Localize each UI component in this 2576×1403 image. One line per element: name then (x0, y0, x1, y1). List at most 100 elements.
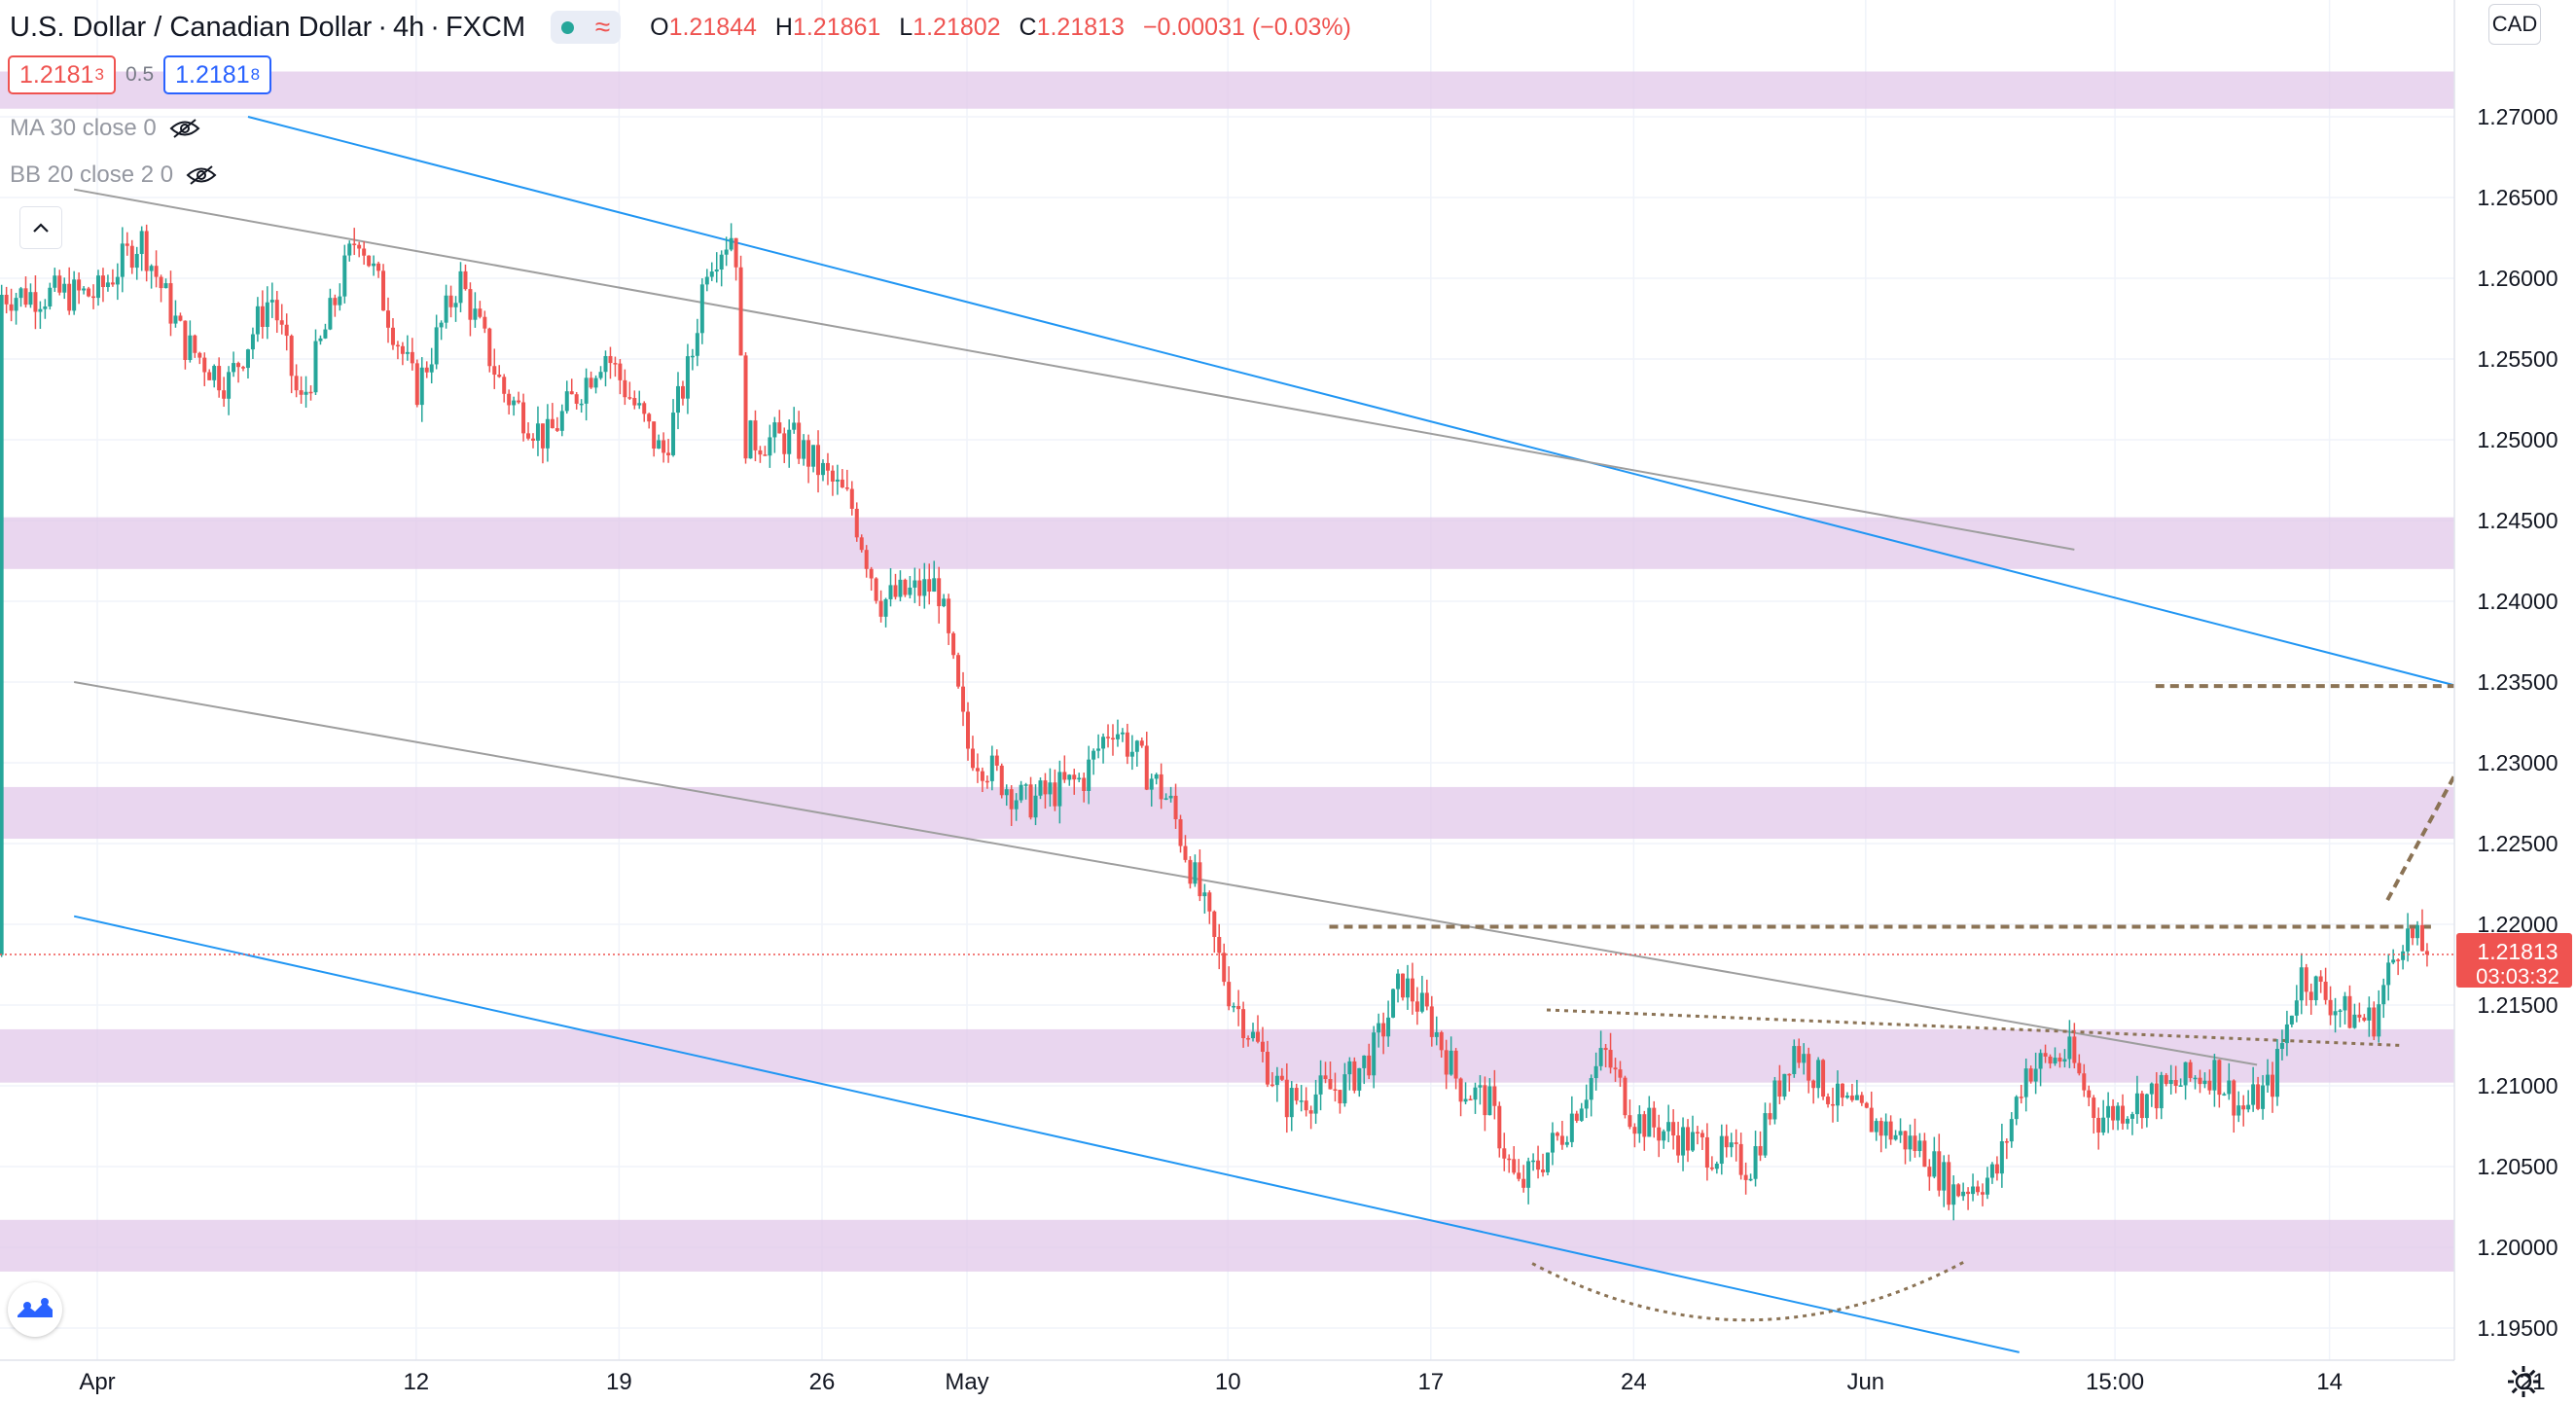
candle-down (1483, 1085, 1487, 1116)
eye-hidden-icon[interactable] (185, 164, 218, 186)
candle-up (0, 294, 4, 955)
candle-up (1193, 862, 1198, 884)
gear-icon[interactable] (2504, 1362, 2543, 1401)
candle-up (1091, 750, 1096, 760)
candle-up (714, 269, 719, 272)
candle-up (1874, 1121, 1878, 1133)
candle-up (1753, 1146, 1758, 1179)
candle-down (1424, 992, 1429, 1007)
candle-up (1999, 1140, 2004, 1174)
candle-up (1989, 1164, 1994, 1178)
chart-header: U.S. Dollar / Canadian Dollar · 4h · FXC… (10, 8, 1363, 47)
eye-hidden-icon[interactable] (168, 118, 201, 139)
price-axis-bg (2454, 0, 2576, 1403)
candle-up (1792, 1046, 1797, 1074)
candle-up (1545, 1152, 1550, 1172)
currency-button[interactable]: CAD (2488, 4, 2541, 45)
candle-down (777, 422, 782, 434)
candle-up (2106, 1105, 2111, 1118)
candle-down (1821, 1060, 1826, 1097)
candle-up (2053, 1058, 2057, 1064)
candle-down (816, 445, 821, 476)
candle-down (1144, 745, 1149, 790)
indicator-bb[interactable]: BB 20 close 2 0 (10, 162, 218, 189)
candle-up (1019, 784, 1023, 801)
candle-up (1584, 1099, 1589, 1109)
collapse-legend-button[interactable] (19, 206, 62, 249)
candle-down (840, 479, 844, 488)
candle-down (984, 780, 989, 783)
candle-up (1690, 1132, 1695, 1151)
buy-button[interactable]: 1.2181 8 (163, 55, 272, 94)
candle-down (1227, 982, 1232, 1007)
candle-up (512, 400, 517, 406)
candle-down (1859, 1095, 1864, 1103)
support-resistance-zones (0, 71, 2454, 1272)
candle-down (1241, 1009, 1246, 1038)
candle-up (1835, 1083, 1840, 1106)
candle-down (1082, 777, 1087, 791)
candle-down (294, 376, 299, 391)
candle-up (1666, 1122, 1671, 1132)
candle-down (1618, 1069, 1623, 1078)
candle-up (2294, 1000, 2299, 1016)
candle-up (1729, 1142, 1734, 1148)
candle-down (154, 266, 159, 277)
candle-up (1662, 1131, 1666, 1141)
candle-down (970, 748, 975, 769)
sell-button[interactable]: 1.2181 3 (8, 55, 116, 94)
candle-up (250, 334, 255, 350)
candle-up (1163, 798, 1168, 800)
candle-up (1951, 1184, 1956, 1205)
indicator-ma[interactable]: MA 30 close 0 (10, 115, 201, 142)
candle-up (1251, 1031, 1256, 1039)
candle-up (1434, 1031, 1439, 1037)
candle-up (1893, 1134, 1898, 1140)
candle-up (898, 579, 903, 597)
candle-up (2352, 1014, 2357, 1028)
candle-up (2284, 1024, 2289, 1044)
candle-down (240, 367, 245, 369)
candle-up (2222, 1094, 2227, 1096)
channel-lower-line (73, 915, 2020, 1353)
candle-down (1632, 1127, 1637, 1134)
candle-up (269, 300, 274, 303)
candle-up (2149, 1083, 2154, 1095)
candle-down (207, 372, 212, 380)
candle-up (1057, 772, 1062, 807)
candle-up (657, 440, 662, 450)
candle-down (2357, 1014, 2362, 1018)
symbol-title[interactable]: U.S. Dollar / Canadian Dollar (10, 11, 373, 43)
candle-up (2313, 976, 2318, 1000)
price-zone (0, 1028, 2454, 1083)
candle-down (1178, 819, 1183, 846)
candle-down (448, 295, 453, 307)
candle-up (2246, 1104, 2251, 1110)
candle-up (265, 302, 269, 327)
chevron-up-icon (33, 223, 49, 233)
market-status-pill[interactable]: ≈ (551, 11, 622, 44)
tradingview-logo-icon[interactable] (8, 1282, 62, 1337)
candle-down (1869, 1107, 1874, 1133)
candle-down (487, 328, 492, 367)
candle-down (2139, 1093, 2144, 1119)
candle-down (738, 267, 743, 356)
candle-down (2198, 1077, 2202, 1085)
candle-up (2338, 1010, 2343, 1012)
candle-down (927, 579, 932, 593)
candle-down (589, 378, 593, 388)
candle-down (202, 357, 207, 373)
candle-down (352, 243, 357, 245)
candle-down (1352, 1061, 1357, 1091)
candle-down (1807, 1054, 1811, 1081)
candle-down (2241, 1105, 2246, 1110)
candle-down (618, 363, 623, 380)
candle-down (2188, 1061, 2193, 1078)
candle-down (662, 440, 666, 453)
candle-down (2173, 1080, 2178, 1087)
interval-label[interactable]: 4h (393, 11, 425, 43)
candle-up (1449, 1050, 1453, 1075)
candle-down (1966, 1191, 1971, 1195)
candle-down (555, 428, 559, 431)
